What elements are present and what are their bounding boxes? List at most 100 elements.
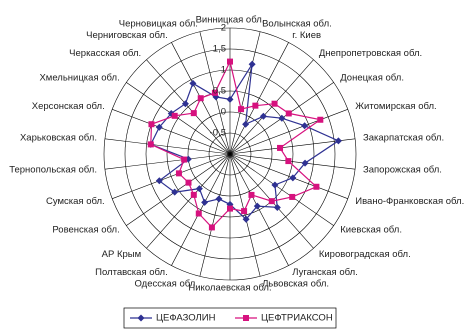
- category-label: Ивано-Франковская обл.: [355, 196, 464, 207]
- spoke: [112, 153, 231, 199]
- category-label: Киевская обл.: [340, 225, 402, 236]
- point: [181, 156, 188, 163]
- point: [301, 159, 309, 167]
- point: [289, 193, 296, 200]
- point: [211, 89, 218, 96]
- category-label: Тернопольская обл.: [9, 165, 97, 176]
- tick-label: 2: [221, 23, 226, 34]
- point: [215, 195, 223, 203]
- spoke: [104, 153, 231, 170]
- point: [285, 158, 292, 165]
- category-label: Винницкая обл.: [196, 15, 265, 26]
- point: [271, 100, 278, 107]
- point: [155, 177, 163, 185]
- spoke: [126, 153, 231, 226]
- point: [273, 203, 281, 211]
- tick-label: 1: [221, 65, 226, 76]
- point: [155, 123, 163, 131]
- point: [208, 224, 215, 231]
- point: [175, 170, 182, 177]
- point: [181, 100, 189, 108]
- point: [252, 102, 259, 109]
- spoke: [146, 59, 231, 155]
- point: [242, 215, 250, 223]
- tick-label: 1,5: [213, 44, 226, 55]
- spoke: [199, 153, 231, 277]
- point: [289, 174, 297, 182]
- spoke: [229, 42, 289, 155]
- spoke: [229, 153, 348, 199]
- point: [185, 179, 192, 186]
- point: [195, 210, 202, 217]
- point: [253, 202, 261, 210]
- point: [241, 208, 248, 215]
- point: [248, 60, 256, 68]
- category-label: Сумская обл.: [46, 196, 105, 207]
- legend-box: [123, 307, 337, 329]
- spoke: [229, 109, 348, 155]
- category-label: г. Киев: [292, 30, 321, 41]
- point: [278, 114, 286, 122]
- point: [171, 112, 178, 119]
- point: [268, 198, 275, 205]
- category-label: Днепропетровская обл.: [319, 48, 422, 59]
- tick-label: 0: [221, 107, 226, 118]
- spoke: [229, 59, 314, 155]
- category-label: Херсонская обл.: [32, 101, 105, 112]
- legend-label: ЦЕФТРИАКСОН: [261, 313, 333, 324]
- category-label: Черновицкая обл.: [119, 18, 198, 29]
- spoke: [229, 153, 334, 226]
- tick-label: -0,5: [210, 128, 226, 139]
- spoke: [104, 138, 231, 155]
- category-label: Житомирская обл.: [355, 101, 436, 112]
- series-line: [150, 59, 322, 229]
- tick-label: 0,5: [213, 86, 226, 97]
- point: [197, 95, 204, 102]
- spoke: [229, 153, 261, 277]
- category-label: Николаевская обл.: [188, 283, 271, 294]
- point: [195, 185, 203, 193]
- point: [190, 191, 197, 198]
- spoke: [126, 82, 231, 155]
- legend-label: ЦЕФАЗОЛИН: [156, 313, 216, 324]
- spoke: [229, 31, 261, 155]
- spoke: [146, 153, 231, 249]
- category-label: Львовская обл.: [262, 279, 329, 290]
- point: [227, 58, 233, 65]
- point: [238, 106, 245, 113]
- point: [242, 120, 250, 128]
- category-label: Донецкая обл.: [340, 72, 404, 83]
- point: [301, 122, 309, 130]
- point: [226, 95, 234, 103]
- spoke: [229, 153, 289, 266]
- spoke: [229, 138, 356, 155]
- point: [189, 79, 197, 87]
- point: [148, 121, 155, 128]
- category-label: Закарпатская обл.: [363, 132, 444, 143]
- spoke: [229, 153, 356, 170]
- legend-marker: [137, 314, 145, 322]
- category-label: Одесская обл.: [135, 279, 198, 290]
- point: [259, 112, 267, 120]
- point: [334, 137, 342, 145]
- point: [313, 183, 320, 190]
- point: [201, 198, 209, 206]
- point: [190, 110, 197, 117]
- point: [271, 181, 279, 189]
- point: [227, 205, 233, 212]
- point: [248, 191, 255, 198]
- category-label: Запорожская обл.: [363, 165, 442, 176]
- category-label: Кировоградская обл.: [319, 249, 411, 260]
- point: [277, 144, 284, 151]
- category-label: Луганская обл.: [292, 267, 358, 278]
- category-label: АР Крым: [102, 249, 142, 260]
- category-label: Полтавская обл.: [95, 267, 168, 278]
- spoke: [112, 109, 231, 155]
- point: [285, 110, 292, 117]
- category-label: Ровенская обл.: [52, 225, 119, 236]
- spoke: [171, 153, 231, 266]
- point: [147, 141, 154, 148]
- category-label: Харьковская обл.: [20, 132, 97, 143]
- point: [171, 188, 179, 196]
